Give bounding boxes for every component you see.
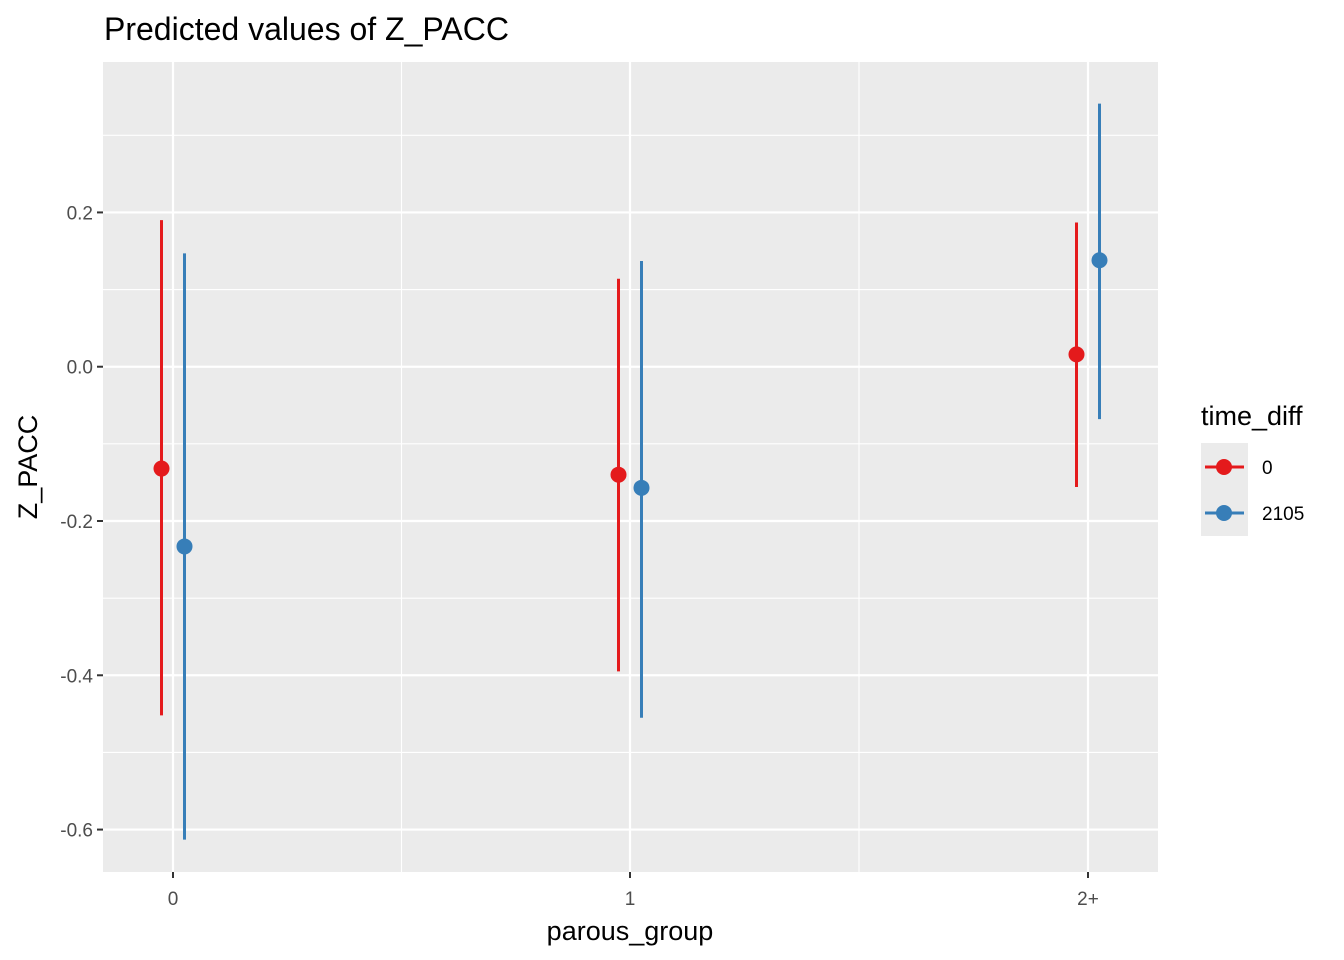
point-2105-1	[633, 479, 650, 496]
y-tick-label: 0.0	[67, 358, 93, 379]
point-2105-0	[176, 538, 193, 555]
y-tick-label: -0.2	[60, 512, 93, 533]
data-marks	[153, 103, 1108, 840]
x-axis-title: parous_group	[547, 916, 714, 946]
legend-items: 0 2105	[1201, 443, 1304, 536]
y-tick-label: 0.2	[67, 203, 93, 224]
plot-panel	[103, 62, 1158, 872]
legend-key-point-0	[1216, 459, 1232, 475]
x-tick-label: 2+	[1077, 889, 1099, 910]
legend-key-background	[1201, 443, 1248, 536]
legend-key-point-2105	[1216, 505, 1232, 521]
chart-title: Predicted values of Z_PACC	[104, 11, 509, 47]
y-tick-label: -0.4	[60, 666, 93, 687]
y-axis-title: Z_PACC	[13, 415, 43, 520]
y-axis: -0.6 -0.4 -0.2 0.0 0.2	[60, 203, 103, 842]
x-axis: 0 1 2+	[168, 872, 1099, 910]
legend-label-2105: 2105	[1262, 504, 1304, 525]
point-0-0	[153, 460, 170, 477]
point-0-2+	[1068, 346, 1085, 363]
legend-label-0: 0	[1262, 458, 1273, 479]
legend-title: time_diff	[1201, 401, 1303, 431]
point-2105-2+	[1091, 252, 1108, 269]
x-tick-label: 1	[625, 889, 636, 910]
legend: time_diff 0 2105	[1201, 401, 1304, 536]
major-gridlines	[103, 62, 1158, 872]
y-tick-label: -0.6	[60, 821, 93, 842]
x-tick-label: 0	[168, 889, 179, 910]
point-0-1	[610, 466, 627, 483]
